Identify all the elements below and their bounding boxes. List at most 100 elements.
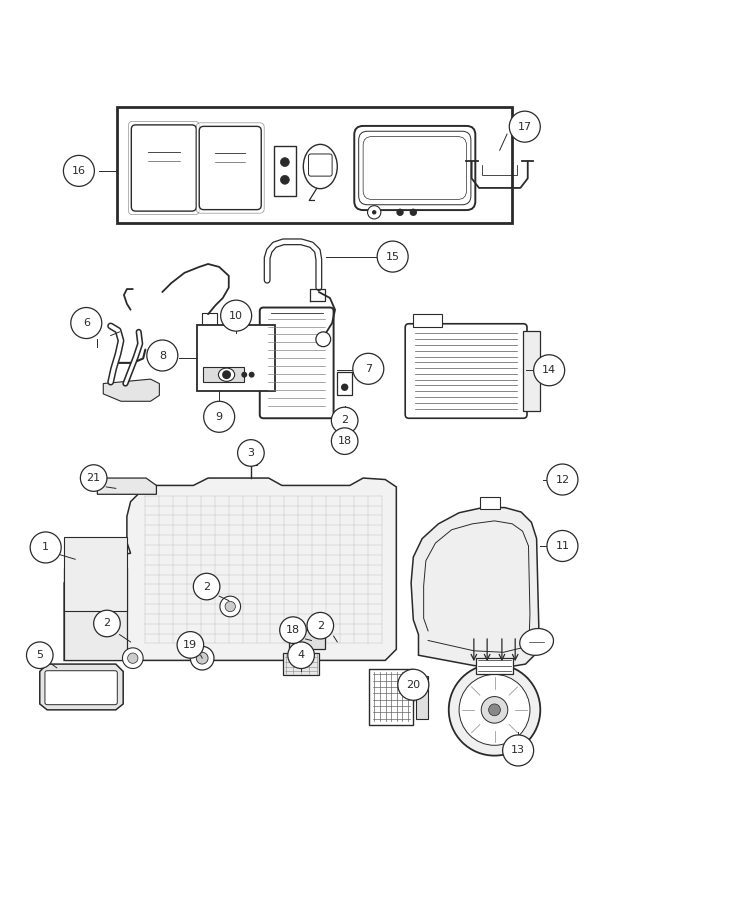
Text: 3: 3 — [247, 448, 254, 458]
Circle shape — [64, 156, 94, 186]
Text: 2: 2 — [341, 416, 348, 426]
Text: 19: 19 — [183, 640, 197, 650]
Circle shape — [221, 300, 252, 331]
Bar — [203, 367, 244, 382]
FancyBboxPatch shape — [354, 126, 475, 210]
Text: 17: 17 — [518, 122, 532, 131]
Bar — [289, 630, 325, 649]
FancyBboxPatch shape — [131, 125, 196, 212]
Circle shape — [242, 372, 247, 378]
Text: 21: 21 — [87, 473, 101, 483]
Text: 14: 14 — [542, 365, 556, 375]
Text: 20: 20 — [406, 680, 420, 689]
Circle shape — [127, 653, 138, 663]
Circle shape — [398, 670, 429, 700]
Circle shape — [534, 355, 565, 386]
Circle shape — [547, 464, 578, 495]
Circle shape — [509, 112, 540, 142]
Circle shape — [280, 158, 289, 166]
Circle shape — [341, 383, 348, 391]
Bar — [523, 331, 539, 411]
Polygon shape — [64, 478, 396, 661]
Circle shape — [368, 205, 381, 219]
Circle shape — [547, 530, 578, 562]
Bar — [337, 373, 352, 394]
Circle shape — [280, 176, 289, 184]
Text: 11: 11 — [556, 541, 569, 551]
Polygon shape — [40, 664, 123, 710]
Circle shape — [225, 601, 236, 612]
Circle shape — [93, 610, 120, 637]
Bar — [197, 325, 274, 391]
Circle shape — [249, 372, 255, 378]
Text: 2: 2 — [104, 618, 110, 628]
Bar — [416, 676, 428, 719]
Circle shape — [27, 642, 53, 669]
Text: 7: 7 — [365, 364, 372, 374]
Bar — [476, 658, 513, 674]
Circle shape — [220, 596, 241, 617]
Circle shape — [177, 632, 204, 658]
FancyBboxPatch shape — [196, 122, 265, 213]
Polygon shape — [103, 379, 159, 401]
Text: 6: 6 — [83, 318, 90, 328]
Circle shape — [80, 464, 107, 491]
Bar — [117, 107, 512, 223]
Text: 9: 9 — [216, 412, 223, 422]
Circle shape — [288, 642, 314, 669]
Circle shape — [410, 209, 417, 216]
Circle shape — [449, 664, 540, 756]
Circle shape — [122, 648, 143, 669]
Bar — [479, 497, 500, 509]
Bar — [369, 669, 413, 725]
FancyBboxPatch shape — [128, 122, 199, 215]
Circle shape — [190, 646, 214, 670]
Ellipse shape — [219, 368, 235, 382]
Circle shape — [481, 697, 508, 723]
FancyBboxPatch shape — [359, 131, 471, 205]
Text: 12: 12 — [555, 474, 570, 484]
Circle shape — [238, 440, 265, 466]
Circle shape — [488, 704, 500, 716]
Circle shape — [196, 652, 208, 664]
Text: 16: 16 — [72, 166, 86, 176]
Text: 4: 4 — [298, 650, 305, 661]
Circle shape — [222, 370, 231, 379]
Circle shape — [193, 573, 220, 600]
FancyBboxPatch shape — [45, 670, 117, 705]
Circle shape — [502, 735, 534, 766]
Bar — [273, 146, 296, 196]
Circle shape — [30, 532, 62, 562]
Text: 2: 2 — [203, 581, 210, 591]
Text: 8: 8 — [159, 350, 166, 361]
Text: 2: 2 — [316, 621, 324, 631]
FancyBboxPatch shape — [260, 308, 333, 418]
Text: 15: 15 — [385, 252, 399, 262]
Polygon shape — [64, 568, 127, 661]
Circle shape — [331, 407, 358, 434]
FancyBboxPatch shape — [199, 126, 262, 210]
Circle shape — [396, 209, 404, 216]
Circle shape — [377, 241, 408, 272]
Circle shape — [372, 210, 376, 214]
Circle shape — [331, 428, 358, 454]
Circle shape — [459, 674, 530, 745]
Text: 18: 18 — [338, 436, 352, 446]
Circle shape — [353, 354, 384, 384]
Circle shape — [71, 308, 102, 338]
Bar — [245, 457, 257, 464]
Text: 1: 1 — [42, 543, 49, 553]
Text: 10: 10 — [229, 310, 243, 320]
Polygon shape — [411, 508, 539, 668]
FancyBboxPatch shape — [405, 324, 527, 418]
FancyBboxPatch shape — [308, 154, 332, 176]
Bar — [64, 537, 127, 611]
FancyBboxPatch shape — [363, 137, 467, 200]
Circle shape — [147, 340, 178, 371]
Text: 13: 13 — [511, 745, 525, 755]
Circle shape — [279, 616, 306, 643]
Polygon shape — [97, 478, 156, 494]
Text: 5: 5 — [36, 650, 43, 661]
Circle shape — [316, 332, 330, 347]
Circle shape — [307, 612, 333, 639]
